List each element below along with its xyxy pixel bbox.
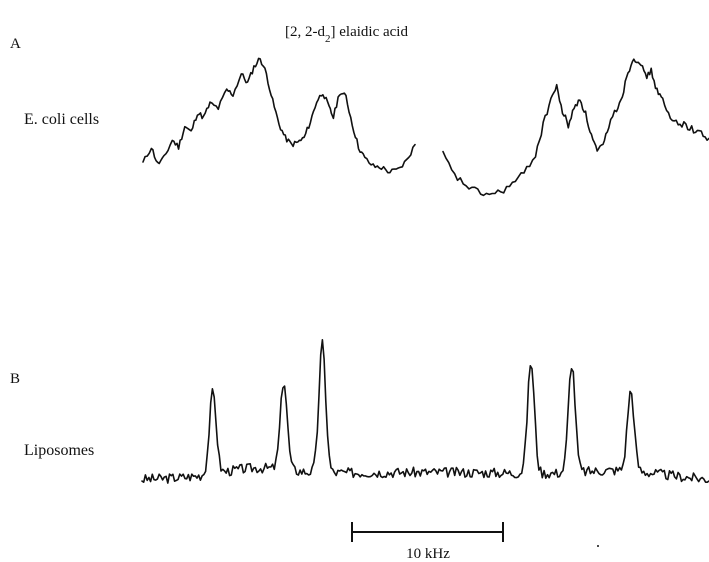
panel-a-sample-label: E. coli cells [24, 111, 99, 128]
panel-b-trace [141, 339, 709, 484]
figure-title-main: [2, 2-d [285, 24, 325, 40]
panel-b-sample-label: Liposomes [24, 442, 94, 459]
panel-a-letter: A [10, 36, 21, 52]
panel-a-trace-1 [142, 57, 416, 174]
panel-b-letter: B [10, 371, 20, 387]
figure-title-subscript: 2 [325, 33, 331, 45]
stray-dot [597, 545, 599, 547]
figure-title: [2, 2-d2] elaidic acid [285, 24, 408, 45]
scale-bar: 10 kHz [351, 522, 504, 562]
scale-bar-label: 10 kHz [406, 546, 450, 562]
figure-title-tail: ] elaidic acid [331, 24, 409, 40]
panel-a-spectrum [142, 57, 709, 197]
panel-b-spectrum [141, 339, 709, 484]
panel-a-trace-2 [442, 58, 709, 197]
